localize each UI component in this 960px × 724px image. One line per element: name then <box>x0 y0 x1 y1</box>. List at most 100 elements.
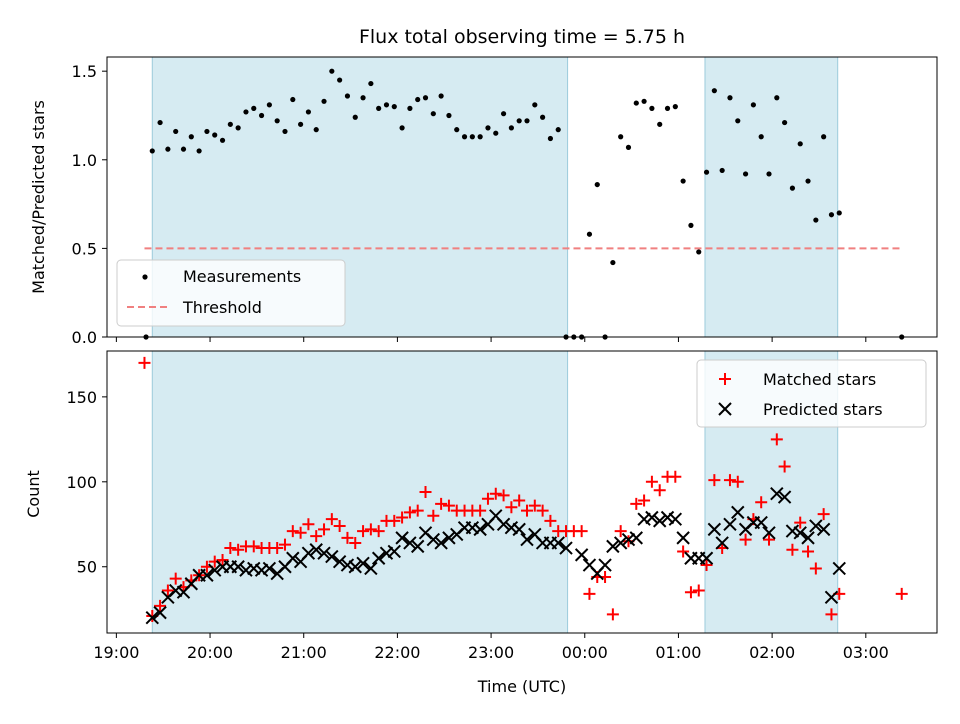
top-x-ticks <box>115 337 867 342</box>
measurement-point-33 <box>399 125 405 131</box>
measurement-point-19 <box>290 96 296 103</box>
measurement-point-81 <box>774 95 780 101</box>
matched-star-point-88 <box>825 608 838 621</box>
matched-star-point-45 <box>489 487 502 500</box>
matched-star-point-82 <box>778 460 791 473</box>
measurement-point-38 <box>438 93 444 99</box>
measurement-point-74 <box>719 167 725 174</box>
measurement-point-3 <box>165 146 171 152</box>
predicted-star-point-59 <box>613 536 628 550</box>
matched-star-point-43 <box>474 504 487 517</box>
predicted-star-point-64 <box>653 514 667 528</box>
matched-star-point-66 <box>653 484 666 497</box>
predicted-star-point-58 <box>606 539 620 554</box>
predicted-star-point-52 <box>551 536 565 550</box>
measurement-point-28 <box>360 95 366 101</box>
predicted-star-point-79 <box>770 486 784 501</box>
matched-star-point-29 <box>364 523 377 536</box>
predicted-star-point-83 <box>801 531 815 545</box>
predicted-star-point-87 <box>832 561 846 576</box>
predicted-star-point-61 <box>629 531 643 545</box>
measurement-point-53 <box>555 127 561 133</box>
predicted-star-point-30 <box>379 546 394 560</box>
predicted-star-point-3 <box>168 583 183 598</box>
measurement-point-15 <box>258 112 265 119</box>
predicted-star-point-23 <box>325 549 339 564</box>
matched-star-point-11 <box>224 542 237 555</box>
predicted-star-point-70 <box>699 551 714 565</box>
measurement-point-75 <box>727 95 733 101</box>
bottom-shaded-interval-0 <box>151 350 569 634</box>
top-measurement-points <box>143 68 905 340</box>
predicted-star-point-11 <box>231 560 245 574</box>
predicted-star-point-7 <box>200 568 214 582</box>
measurement-point-71 <box>696 249 702 255</box>
matched-star-point-81 <box>770 433 783 446</box>
matched-star-point-85 <box>802 545 815 558</box>
matched-star-point-51 <box>536 504 549 517</box>
measurement-point-69 <box>680 178 686 184</box>
bottom-legend: Matched stars Predicted stars <box>696 359 927 428</box>
predicted-star-point-34 <box>410 539 425 554</box>
bottom-panel: 50 100 150 19:00 20:00 21:00 22:00 23:00 00:00 0… <box>24 350 938 696</box>
measurement-point-51 <box>540 114 546 120</box>
predicted-star-point-74 <box>731 505 745 520</box>
matched-star-point-30 <box>372 525 385 538</box>
predicted-star-point-26 <box>348 560 362 574</box>
measurement-point-27 <box>352 114 358 120</box>
matched-star-point-79 <box>755 496 768 509</box>
top-legend: Measurements Threshold <box>116 259 346 327</box>
matched-star-point-20 <box>294 526 307 539</box>
measurement-point-5 <box>180 146 187 152</box>
measurement-point-32 <box>391 104 397 110</box>
measurement-point-23 <box>321 98 327 104</box>
predicted-star-point-54 <box>574 548 589 562</box>
predicted-star-point-85 <box>816 522 831 537</box>
measurement-point-47 <box>508 125 514 131</box>
top-y-tick-label-1: 0.5 <box>72 239 97 258</box>
predicted-star-point-38 <box>442 531 456 545</box>
measurement-point-49 <box>524 118 530 124</box>
matched-star-point-65 <box>645 475 658 488</box>
measurement-point-72 <box>703 169 710 175</box>
predicted-star-point-1 <box>153 605 167 620</box>
predicted-star-point-81 <box>785 524 800 538</box>
measurement-point-17 <box>274 118 280 124</box>
figure-title: Flux total observing time = 5.75 h <box>359 26 685 48</box>
legend-matched-label: Matched stars <box>763 370 876 389</box>
bottom-x-tick-label-4: 23:00 <box>468 643 514 662</box>
measurement-point-24 <box>329 68 335 74</box>
measurement-point-9 <box>212 132 218 138</box>
legend-threshold-label: Threshold <box>182 298 262 317</box>
measurement-point-83 <box>789 185 796 191</box>
measurement-point-60 <box>610 259 616 266</box>
matched-star-point-60 <box>606 608 619 621</box>
predicted-star-point-18 <box>286 551 300 565</box>
predicted-star-point-37 <box>434 536 448 550</box>
measurement-point-78 <box>750 102 756 108</box>
measurement-point-62 <box>625 144 632 150</box>
measurement-point-1 <box>149 148 155 154</box>
measurement-point-6 <box>188 134 194 140</box>
matched-star-point-28 <box>357 525 370 538</box>
measurement-point-66 <box>657 121 663 127</box>
predicted-star-point-60 <box>621 532 636 547</box>
matched-star-point-75 <box>723 474 736 487</box>
predicted-star-point-13 <box>247 561 261 576</box>
legend-matched-marker <box>719 373 731 385</box>
predicted-star-point-71 <box>707 522 722 537</box>
matched-star-point-24 <box>325 513 338 526</box>
bottom-x-tick-label-7: 02:00 <box>749 643 795 662</box>
predicted-star-point-86 <box>824 590 839 605</box>
matched-star-point-80 <box>763 533 776 546</box>
predicted-star-point-29 <box>371 551 386 565</box>
predicted-star-point-53 <box>559 541 573 555</box>
measurement-point-25 <box>337 77 343 83</box>
measurement-point-39 <box>446 112 452 119</box>
predicted-star-point-24 <box>332 554 347 569</box>
measurement-point-42 <box>469 134 475 140</box>
predicted-star-point-42 <box>473 522 487 537</box>
top-panel: 0.0 0.5 1.0 1.5 Matched/Predicted stars Mea… <box>29 56 938 347</box>
measurement-point-48 <box>516 118 522 124</box>
predicted-star-point-28 <box>364 561 378 576</box>
